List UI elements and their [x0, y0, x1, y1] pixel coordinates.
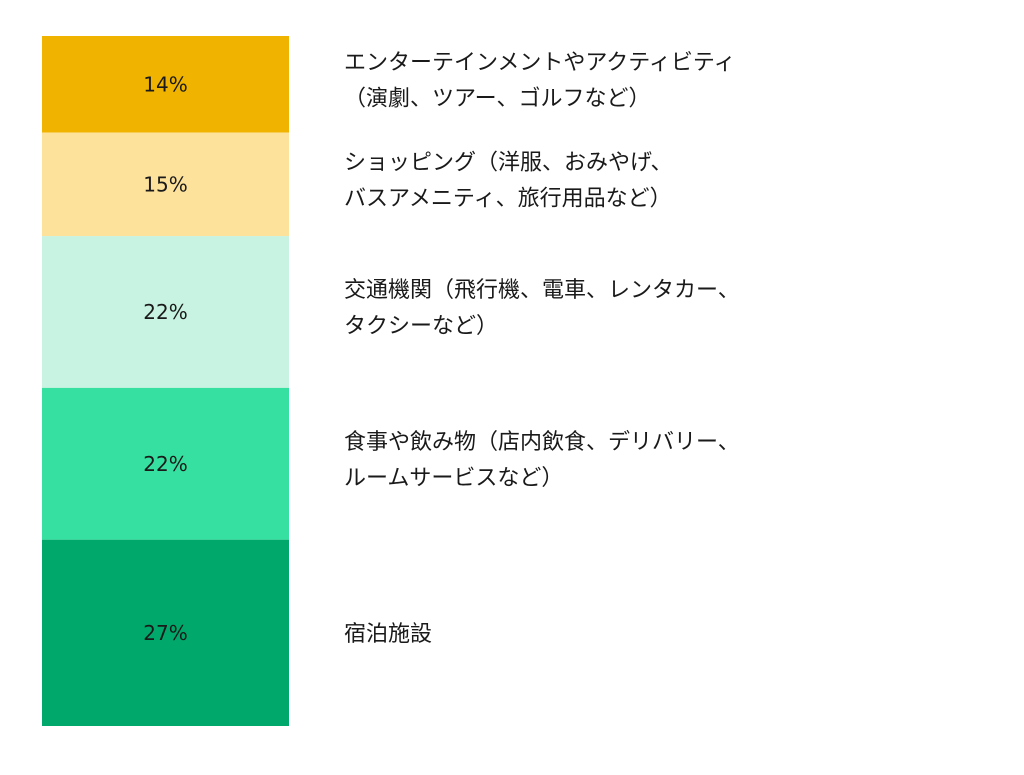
segment-category-label-3-line-0: 食事や飲み物（店内飲食、デリバリー、	[344, 430, 740, 455]
bar-segment-2	[42, 236, 289, 388]
segment-category-label-2-line-0: 交通機関（飛行機、電車、レンタカー、	[344, 278, 740, 303]
segment-category-label-0-line-1: （演劇、ツアー、ゴルフなど）	[344, 86, 650, 111]
segment-category-label-4-line-0: 宿泊施設	[344, 622, 432, 647]
segment-value-label-1: 15%	[143, 172, 187, 196]
segment-value-labels: 14% 15% 22% 22% 27%	[143, 72, 187, 645]
segment-value-label-0: 14%	[143, 72, 187, 96]
segment-value-label-2: 22%	[143, 300, 187, 324]
segment-value-label-3: 22%	[143, 452, 187, 476]
bar-segment-3	[42, 387, 289, 540]
bar-segment-0	[42, 36, 289, 133]
bar-segments	[42, 36, 289, 726]
bar-segment-1	[42, 132, 289, 237]
segment-category-labels: エンターテインメントやアクティビティ （演劇、ツアー、ゴルフなど） ショッピング（洋…	[344, 50, 740, 647]
segment-category-label-1-line-0: ショッピング（洋服、おみやげ、	[344, 150, 672, 175]
segment-category-label-1-line-1: バスアメニティ、旅行用品など）	[344, 186, 672, 211]
segment-category-label-0-line-0: エンターテインメントやアクティビティ	[344, 50, 736, 75]
segment-category-label-2-line-1: タクシーなど）	[344, 314, 498, 339]
bar-segment-4	[42, 539, 289, 726]
segment-category-label-3-line-1: ルームサービスなど）	[344, 466, 563, 491]
segment-value-label-4: 27%	[143, 621, 187, 645]
